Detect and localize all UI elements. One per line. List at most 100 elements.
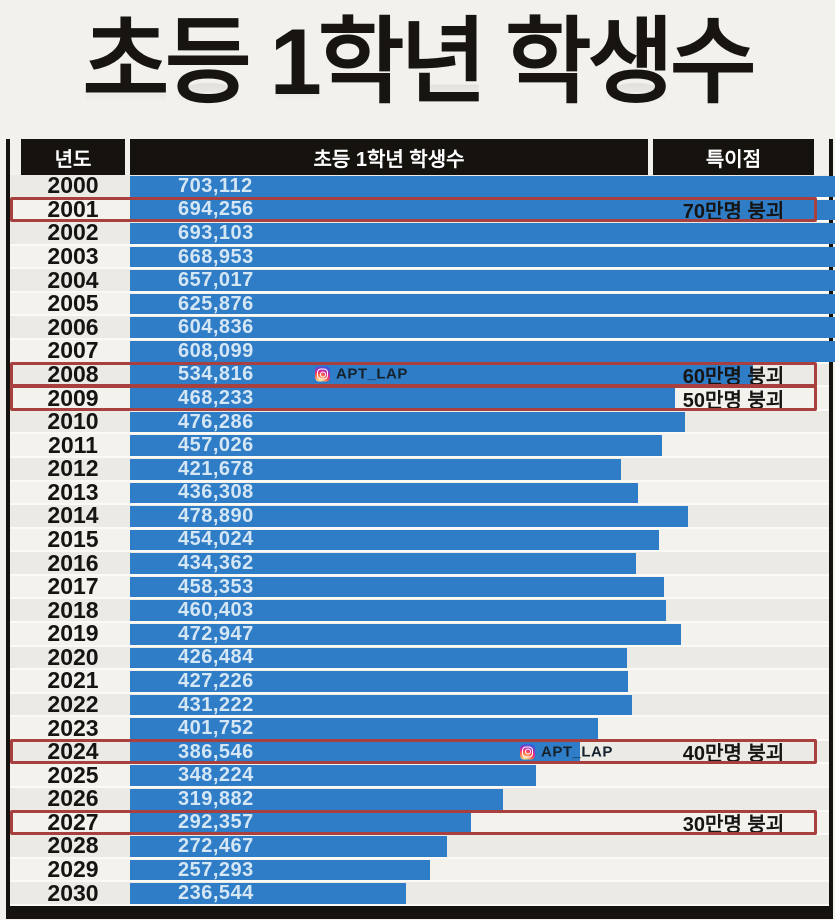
row-year: 2021: [47, 667, 99, 694]
table-row: 2016 434,362: [10, 549, 829, 576]
row-note: 70만명 붕괴: [682, 200, 785, 223]
student-count-bar: 693,103: [130, 222, 835, 244]
row-year: 2024: [47, 738, 99, 765]
row-note: [653, 293, 814, 315]
student-count-bar: 348,224: [130, 764, 536, 787]
row-year: 2012: [47, 455, 99, 482]
row-note: [653, 764, 814, 786]
row-note: [653, 552, 814, 574]
table-row: 2024 386,546 40만명 붕괴 APT_LAP: [10, 738, 829, 766]
row-value: 257,293: [178, 858, 254, 881]
row-note: [653, 835, 814, 857]
row-year: 2001: [47, 195, 99, 222]
student-count-bar: 604,836: [130, 316, 835, 338]
table-row: 2007 608,099: [10, 337, 835, 364]
student-count-bar: 534,816: [130, 363, 753, 385]
row-year: 2030: [47, 879, 99, 906]
row-note: [653, 882, 814, 904]
student-count-bar: 478,890: [130, 505, 688, 527]
student-count-bar: 386,546: [130, 740, 581, 763]
row-year: 2009: [47, 384, 99, 411]
student-count-bar: 608,099: [130, 340, 835, 362]
student-count-bar: 457,026: [130, 434, 663, 456]
row-year: 2006: [47, 313, 99, 340]
table-row: 2015 454,024: [10, 526, 829, 553]
row-note: [653, 340, 814, 362]
table-row: 2000 703,112: [10, 172, 835, 199]
table-row: 2019 472,947: [10, 620, 829, 647]
row-year: 2007: [47, 337, 99, 364]
row-value: 468,233: [178, 387, 254, 409]
row-note: [653, 694, 814, 716]
row-note: [653, 269, 814, 291]
row-year: 2011: [48, 431, 98, 458]
row-value: 472,947: [178, 622, 254, 645]
row-note: [653, 859, 814, 881]
table-row: 2018 460,403: [10, 597, 829, 623]
row-note: [653, 717, 814, 739]
table-row: 2017 458,353: [10, 573, 829, 600]
row-note: [653, 599, 814, 621]
header-count: 초등 1학년 학생수: [130, 139, 648, 175]
student-count-bar: 476,286: [130, 411, 685, 433]
student-count-bar: 668,953: [130, 246, 835, 268]
row-note: [653, 434, 814, 456]
table-row: 2023 401,752: [10, 714, 829, 741]
row-note: [653, 788, 814, 810]
student-count-bar: 236,544: [130, 882, 406, 904]
student-count-bar: 460,403: [130, 599, 667, 621]
row-year: 2005: [47, 290, 99, 317]
row-year: 2027: [47, 808, 99, 835]
row-value: 436,308: [178, 481, 254, 504]
row-note: [653, 576, 814, 598]
student-count-bar: 292,357: [130, 811, 471, 834]
row-value: 319,882: [178, 787, 254, 810]
student-count-bar: 657,017: [130, 269, 835, 292]
data-table: 년도 초등 1학년 학생수 특이점 2000 703,112 2001 694,…: [6, 139, 835, 919]
student-count-bar: 426,484: [130, 646, 627, 668]
table-row: 2002 693,103: [10, 219, 835, 246]
row-year: 2026: [47, 785, 99, 812]
row-year: 2023: [47, 714, 99, 741]
row-value: 434,362: [178, 552, 254, 575]
watermark: APT_LAP: [520, 743, 613, 760]
table-row: 2004 657,017: [10, 267, 835, 293]
row-year: 2016: [47, 549, 99, 576]
row-value: 292,357: [178, 811, 254, 834]
row-note: [653, 623, 814, 645]
row-value: 703,112: [178, 174, 253, 197]
row-note: [653, 670, 814, 692]
row-year: 2025: [47, 761, 99, 788]
student-count-bar: 427,226: [130, 670, 628, 692]
header-year: 년도: [21, 139, 125, 175]
table-row: 2010 476,286: [10, 408, 829, 435]
row-year: 2002: [47, 219, 99, 246]
table-row: 2028 272,467: [10, 832, 829, 859]
student-count-bar: 421,678: [130, 458, 622, 480]
student-count-bar: 454,024: [130, 528, 659, 550]
instagram-icon: [520, 744, 535, 760]
row-year: 2020: [47, 643, 99, 670]
row-value: 657,017: [178, 269, 254, 292]
table-row: 2029 257,293: [10, 856, 829, 883]
row-year: 2010: [47, 408, 99, 435]
page-title: 초등 1학년 학생수: [82, 9, 757, 114]
row-year: 2028: [47, 832, 99, 859]
row-year: 2029: [47, 856, 99, 883]
table-row: 2027 292,357 30만명 붕괴: [10, 808, 829, 836]
row-year: 2008: [47, 360, 99, 387]
student-count-bar: 401,752: [130, 717, 598, 739]
row-value: 348,224: [178, 764, 254, 787]
row-value: 386,546: [178, 740, 254, 763]
row-note: [653, 316, 814, 338]
row-note: [653, 246, 814, 268]
table-body: 2000 703,112 2001 694,256 70만명 붕괴 2002 6…: [10, 172, 835, 906]
row-note: 30만명 붕괴: [682, 813, 785, 836]
row-value: 431,222: [178, 693, 254, 716]
row-note: 60만명 붕괴: [682, 365, 785, 388]
row-note: [653, 458, 814, 480]
table-row: 2012 421,678: [10, 455, 829, 482]
table-row: 2014 478,890: [10, 502, 829, 529]
table-row: 2001 694,256 70만명 붕괴: [10, 195, 835, 223]
row-note: 40만명 붕괴: [682, 743, 785, 766]
